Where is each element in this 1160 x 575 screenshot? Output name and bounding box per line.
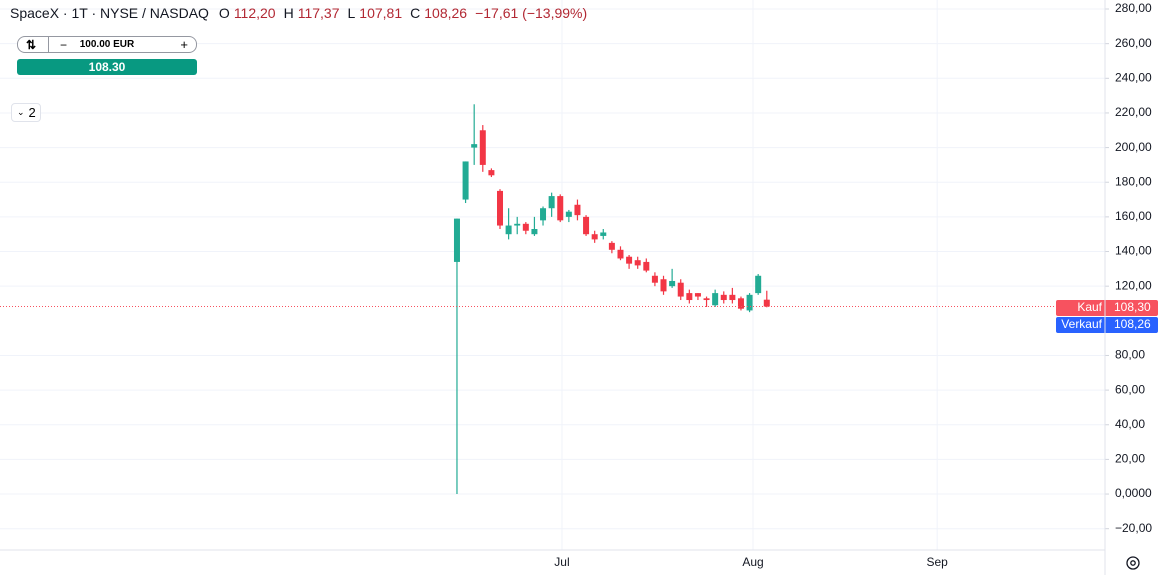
- ohlc-label: C: [410, 5, 421, 21]
- y-tick-label: 140,00: [1115, 244, 1152, 258]
- candle-body: [694, 293, 701, 297]
- swap-icon[interactable]: ⇅: [26, 37, 37, 52]
- candle-body: [729, 294, 736, 301]
- price-label-name: Kauf: [1077, 300, 1102, 314]
- y-tick-label: 60,00: [1115, 382, 1145, 396]
- x-tick-label: Aug: [742, 555, 763, 569]
- price-label-value: 108,30: [1114, 300, 1151, 314]
- candle-body: [737, 298, 744, 309]
- legend-header: SpaceX · 1T · NYSE / NASDAQ O 112,20 H 117…: [10, 5, 591, 21]
- increment[interactable]: +: [180, 37, 188, 52]
- candle-body: [591, 234, 598, 240]
- candle-body: [548, 196, 555, 209]
- y-tick-label: 20,00: [1115, 452, 1145, 466]
- candle-body: [763, 299, 770, 307]
- price-label-value: 108,26: [1114, 317, 1151, 331]
- price-label-name: Verkauf: [1061, 317, 1102, 331]
- ohlc-label: L: [347, 5, 356, 21]
- y-tick-label: 0,0000: [1115, 486, 1152, 500]
- candle-body: [479, 130, 486, 165]
- y-tick-label: 160,00: [1115, 209, 1152, 223]
- candle-body: [497, 190, 504, 226]
- candle-body: [574, 204, 581, 216]
- candle-body: [522, 223, 529, 231]
- candle-body: [626, 256, 633, 264]
- y-tick-label: 280,00: [1115, 1, 1152, 15]
- ohlc-value: 107,81: [359, 5, 403, 21]
- ohlc-label: H: [283, 5, 294, 21]
- y-tick-label: −20,00: [1115, 521, 1152, 535]
- ohlc-value: 112,20: [233, 5, 276, 21]
- candle-body: [669, 280, 676, 287]
- price-label-bg: [1056, 317, 1158, 333]
- x-tick-label: Jul: [554, 555, 569, 569]
- candle-body: [746, 294, 753, 311]
- candle-body: [643, 261, 650, 271]
- y-tick-label: 180,00: [1115, 174, 1152, 188]
- count: 2: [28, 105, 36, 120]
- x-tick-label: Sep: [927, 555, 949, 569]
- candle-body: [686, 293, 693, 301]
- y-tick-label: 200,00: [1115, 140, 1152, 154]
- candle-body: [453, 218, 460, 262]
- candle-body: [583, 216, 590, 235]
- candle-body: [651, 275, 658, 283]
- y-tick-label: 120,00: [1115, 278, 1152, 292]
- candle-body: [755, 275, 762, 294]
- candle-body: [677, 282, 684, 297]
- settings-icon[interactable]: [1126, 556, 1140, 570]
- candle-body: [565, 211, 572, 217]
- candle-body: [608, 242, 615, 250]
- quantity: 100.00 EUR: [79, 39, 135, 50]
- candle-body: [703, 298, 710, 301]
- candle-body: [617, 249, 624, 259]
- y-tick-label: 40,00: [1115, 417, 1145, 431]
- candle-body: [488, 170, 495, 176]
- candle-body: [471, 144, 478, 148]
- decrement[interactable]: −: [60, 37, 68, 52]
- y-tick-label: 260,00: [1115, 36, 1152, 50]
- y-tick-label: 220,00: [1115, 105, 1152, 119]
- candle-body: [505, 225, 512, 235]
- buy-button[interactable]: 108.30: [17, 59, 197, 75]
- change: −17,61 (−13,99%): [475, 5, 588, 21]
- quantity-stepper[interactable]: ⇅ − 100.00 EUR +: [17, 36, 197, 53]
- candle-body: [600, 232, 607, 236]
- ohlc-value: 108,26: [424, 5, 468, 21]
- candle-body: [514, 223, 521, 226]
- ohlc-label: O: [218, 5, 230, 21]
- price-label-bg: [1056, 300, 1158, 316]
- ohlc-value: 117,37: [297, 5, 340, 21]
- candle-body: [540, 208, 547, 221]
- candle-body: [712, 293, 719, 306]
- candle-body: [462, 161, 469, 200]
- candle-body: [557, 196, 564, 221]
- candle-body: [660, 279, 667, 292]
- y-tick-label: 240,00: [1115, 70, 1152, 84]
- candle-body: [634, 260, 641, 266]
- symbol-title: SpaceX · 1T · NYSE / NASDAQ: [10, 5, 209, 21]
- y-tick-label: 80,00: [1115, 348, 1145, 362]
- candle-body: [531, 229, 538, 235]
- candle-body: [720, 294, 727, 301]
- collapse-button[interactable]: ⌄ 2: [11, 103, 41, 122]
